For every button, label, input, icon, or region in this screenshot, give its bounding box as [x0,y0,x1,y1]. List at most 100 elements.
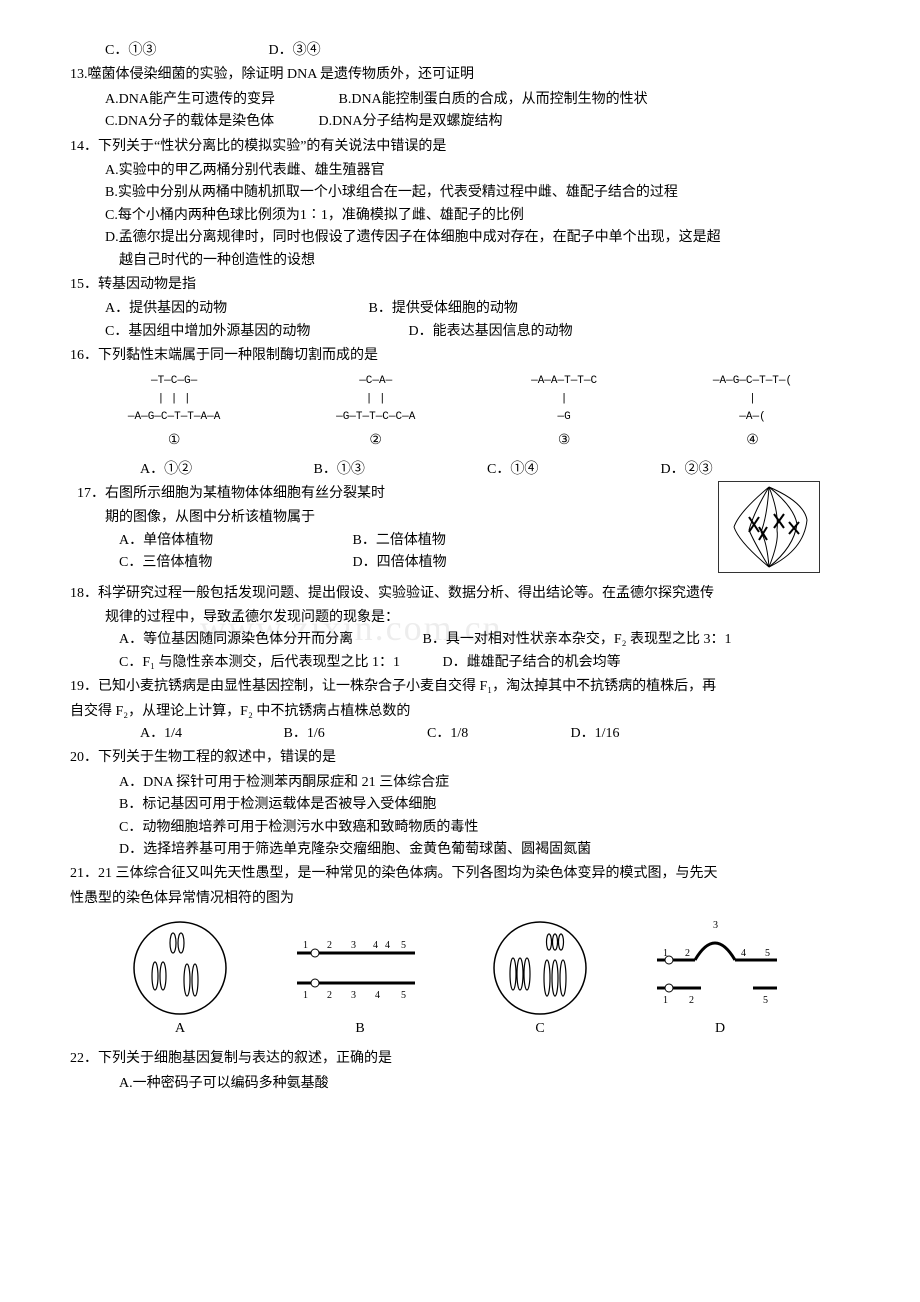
q13-opt-b: B.DNA能控制蛋白质的合成，从而控制生物的性状 [339,92,648,107]
q14-opt-b: B.实验中分别从两桶中随机抓取一个小球组合在一起，代表受精过程中雌、雄配子结合的… [105,182,850,204]
svg-text:5: 5 [401,990,406,1001]
q16-d2-num: ② [336,430,415,452]
q20-opt-a: A．DNA 探针可用于检测苯丙酮尿症和 21 三体综合症 [119,772,850,794]
q21-label-c: C [485,1018,595,1040]
q16-opt-d: D．②③ [661,459,713,481]
q17-row2: C．三倍体植物 D．四倍体植物 [119,552,706,574]
svg-text:4: 4 [385,940,390,951]
q21-diagrams: A 123 445 123 45 B [100,918,820,1040]
q14-opt-d1: D.孟德尔提出分离规律时，同时也假设了遗传因子在体细胞中成对存在，在配子中单个出… [105,227,850,249]
q15-opt-a: A．提供基因的动物 [105,298,365,320]
q16-diag-4: —A—G—C—T—T—( | —A—( ④ [713,373,792,452]
q16-d4-l3: —A—( [713,409,792,427]
q13-opts-row1: A.DNA能产生可遗传的变异 B.DNA能控制蛋白质的合成，从而控制生物的性状 [105,89,850,111]
svg-text:2: 2 [689,995,694,1006]
q21-diag-b: 123 445 123 45 B [285,918,435,1040]
q16-diag-2: —C—A— | | —G—T—T—C—C—A ② [336,373,415,452]
svg-text:3: 3 [351,990,356,1001]
q20-opt-c: C．动物细胞培养可用于检测污水中致癌和致畸物质的毒性 [119,817,850,839]
q13-opts-row2: C.DNA分子的载体是染色体 D.DNA分子结构是双螺旋结构 [105,111,850,133]
q21-diag-a: A [125,918,235,1040]
q13-opt-d: D.DNA分子结构是双螺旋结构 [319,114,503,129]
q21-label-b: B [285,1018,435,1040]
q16-d4-num: ④ [713,430,792,452]
q16-d3-l3: —G [531,409,597,427]
q20-opt-d: D．选择培养基可用于筛选单克隆杂交瘤细胞、金黄色葡萄球菌、圆褐固氮菌 [119,839,850,861]
q16-stem: 16．下列黏性末端属于同一种限制酶切割而成的是 [70,345,850,367]
q18-opt-d: D．雌雄配子结合的机会均等 [443,655,621,670]
q20-opt-b: B．标记基因可用于检测运载体是否被导入受体细胞 [119,794,850,816]
q12-opt-c: C．①③ [105,40,265,62]
q16-d3-num: ③ [531,430,597,452]
svg-text:1: 1 [303,940,308,951]
q18-stem2: 规律的过程中，导致孟德尔发现问题的现象是： [105,607,850,629]
q21-stem2: 性愚型的染色体异常情况相符的图为 [70,888,850,910]
q16-d3-l2: | [531,391,597,409]
q13-opt-a: A.DNA能产生可遗传的变异 [105,89,335,111]
q19-opt-d: D．1/16 [571,723,620,745]
q16-d1-num: ① [128,430,220,452]
q17-stem2: 期的图像，从图中分析该植物属于 [105,507,706,529]
q16-opt-a: A．①② [140,459,310,481]
svg-text:3: 3 [713,920,718,931]
q14-opt-a: A.实验中的甲乙两桶分别代表雌、雄生殖器官 [105,160,850,182]
q14-stem: 14．下列关于“性状分离比的模拟实验”的有关说法中错误的是 [70,136,850,158]
q16-d1-l2: | | | [128,391,220,409]
svg-text:1: 1 [663,995,668,1006]
q17-cell-diagram [718,481,820,573]
q19-stem2: 自交得 F₂，从理论上计算，F₂ 中不抗锈病占植株总数的 [70,701,850,723]
q22-stem: 22．下列关于细胞基因复制与表达的叙述，正确的是 [70,1048,850,1070]
q22-opt-a: A.一种密码子可以编码多种氨基酸 [119,1073,850,1095]
q14-opt-d2: 越自己时代的一种创造性的设想 [119,250,850,272]
q18-opt-b: B．具一对相对性状亲本杂交，F₂ 表现型之比 3：1 [423,632,732,647]
q19-opt-b: B．1/6 [284,723,424,745]
svg-text:2: 2 [685,948,690,959]
svg-text:4: 4 [741,948,746,959]
q16-opt-c: C．①④ [487,459,657,481]
q18-opt-a: A．等位基因随同源染色体分开而分离 [119,629,419,651]
q16-opt-b: B．①③ [314,459,484,481]
q18-row2: C．F₁ 与隐性亲本测交，后代表现型之比 1：1 D．雌雄配子结合的机会均等 [119,652,850,674]
q16-diag-1: —T—C—G— | | | —A—G—C—T—T—A—A ① [128,373,220,452]
svg-text:3: 3 [351,940,356,951]
q17-wrap: 17．右图所示细胞为某植物体体细胞有丝分裂某时 期的图像，从图中分析该植物属于 … [70,481,850,575]
q13-opt-c: C.DNA分子的载体是染色体 [105,111,315,133]
q17-opt-d: D．四倍体植物 [353,555,447,570]
q16-d1-l3: —A—G—C—T—T—A—A [128,409,220,427]
q13-stem: 13.噬菌体侵染细菌的实验，除证明 DNA 是遗传物质外，还可证明 [70,64,850,86]
q17-opt-c: C．三倍体植物 [119,552,349,574]
q15-opt-b: B．提供受体细胞的动物 [369,301,518,316]
q14-opt-c: C.每个小桶内两种色球比例须为1∶1，准确模拟了雌、雄配子的比例 [105,205,850,227]
q16-d4-l2: | [713,391,792,409]
q21-diag-c: C [485,918,595,1040]
q21-label-a: A [125,1018,235,1040]
svg-text:4: 4 [375,990,380,1001]
q12-opt-d: D．③④ [269,40,321,62]
q15-opt-d: D．能表达基因信息的动物 [409,324,573,339]
svg-text:5: 5 [401,940,406,951]
svg-text:2: 2 [327,990,332,1001]
q15-opt-c: C．基因组中增加外源基因的动物 [105,321,405,343]
q19-opt-a: A．1/4 [140,723,280,745]
q17-row1: A．单倍体植物 B．二倍体植物 [119,530,706,552]
q19-options: A．1/4 B．1/6 C．1/8 D．1/16 [140,723,850,745]
q16-d2-l1: —C—A— [336,373,415,391]
q16-diagrams: —T—C—G— | | | —A—G—C—T—T—A—A ① —C—A— | |… [70,373,850,452]
svg-text:4: 4 [373,940,378,951]
q16-d1-l1: —T—C—G— [128,373,220,391]
q21-stem1: 21．21 三体综合征又叫先天性愚型，是一种常见的染色体病。下列各图均为染色体变… [70,863,850,885]
q21-diag-d: 12 3 45 125 D [645,918,795,1040]
q15-row2: C．基因组中增加外源基因的动物 D．能表达基因信息的动物 [105,321,850,343]
q20-stem: 20．下列关于生物工程的叙述中，错误的是 [70,747,850,769]
q18-opt-c: C．F₁ 与隐性亲本测交，后代表现型之比 1：1 [119,652,439,674]
q15-row1: A．提供基因的动物 B．提供受体细胞的动物 [105,298,850,320]
q17-opt-a: A．单倍体植物 [119,530,349,552]
q17-stem1: 17．右图所示细胞为某植物体体细胞有丝分裂某时 [77,483,706,505]
svg-text:5: 5 [765,948,770,959]
svg-text:1: 1 [303,990,308,1001]
q18-stem1: 18．科学研究过程一般包括发现问题、提出假设、实验验证、数据分析、得出结论等。在… [70,583,850,605]
svg-text:2: 2 [327,940,332,951]
q16-d2-l2: | | [336,391,415,409]
q19-opt-c: C．1/8 [427,723,567,745]
q16-d4-l1: —A—G—C—T—T—( [713,373,792,391]
